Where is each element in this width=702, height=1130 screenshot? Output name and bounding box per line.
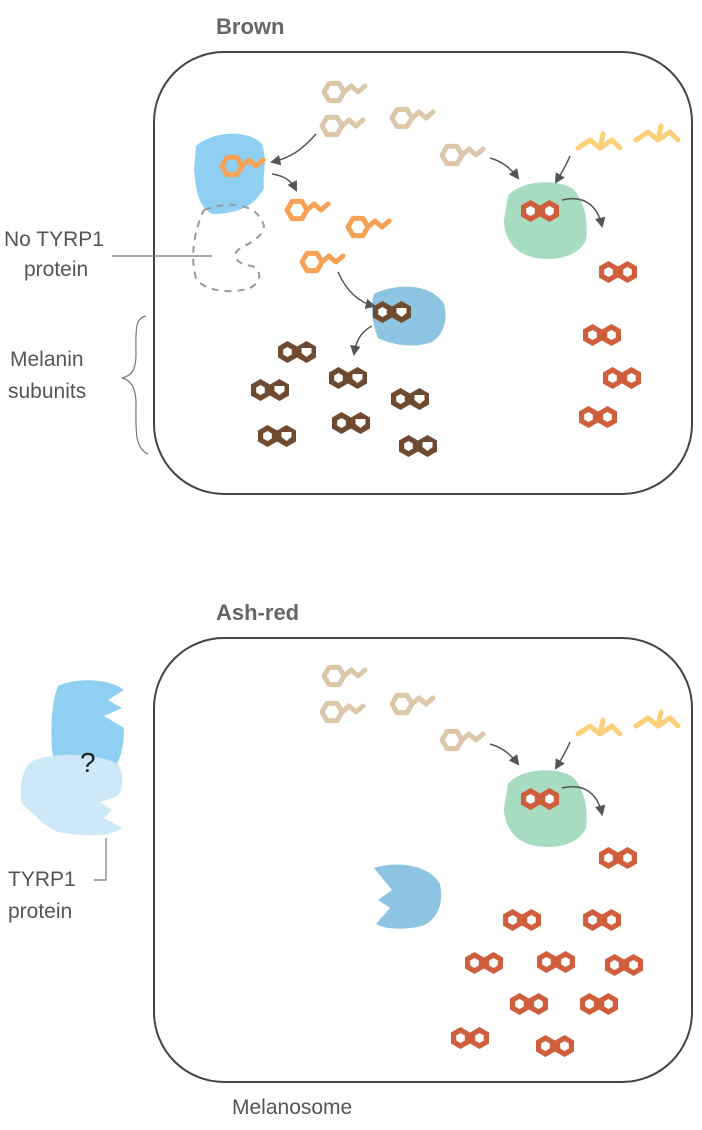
brown-panel-title: Brown (216, 14, 284, 39)
ash-red-panel-title: Ash-red (216, 600, 299, 625)
melanin-subunits-brace (121, 315, 149, 455)
brown-melanosome-outline (153, 51, 693, 495)
label-melanin: Melanin (10, 348, 84, 371)
green-tyrosinase-shape (504, 182, 587, 260)
label-no-tyrp1-protein: protein (24, 258, 88, 281)
green-tyrosinase-shape-ash (504, 770, 587, 848)
tyrp1-protein-upper-shape (51, 680, 124, 777)
label-no-tyrp1: No TYRP1 (4, 228, 104, 251)
question-mark: ? (80, 747, 96, 778)
label-tyrp1: TYRP1 (8, 868, 76, 891)
ash-red-melanosome-outline (153, 637, 693, 1083)
melanosome-caption: Melanosome (232, 1096, 352, 1119)
missing-tyrp1-dashed-shape (192, 203, 266, 293)
tyrp1-leader-line (94, 838, 107, 881)
ash-red-pathway-arrows (489, 741, 606, 817)
steel-blue-enzyme-shape-ash (374, 864, 442, 929)
label-subunits: subunits (8, 380, 86, 403)
label-tyrp1-protein: protein (8, 900, 72, 923)
brown-pathway-arrows (269, 133, 606, 357)
tyrp1-protein-lower-shape (20, 754, 123, 836)
